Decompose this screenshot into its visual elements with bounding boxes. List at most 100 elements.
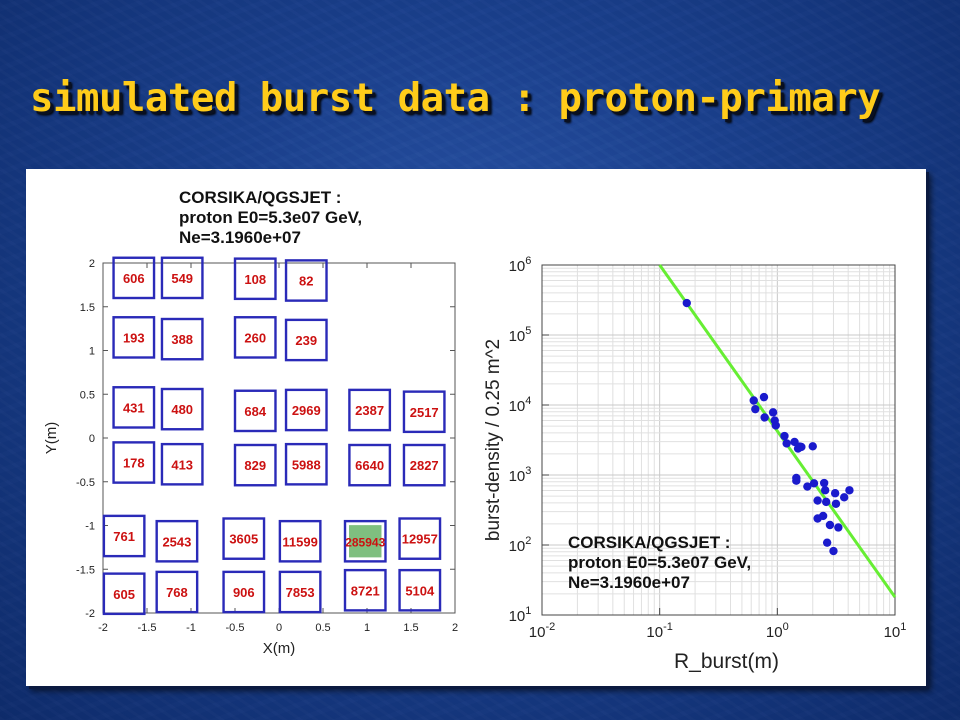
right-annotation: CORSIKA/QGSJET : proton E0=5.3e07 GeV, N… [568, 533, 751, 593]
scatter-x-axis-label: R_burst(m) [674, 650, 779, 673]
map-x-axis-label: X(m) [263, 640, 296, 657]
detector-cell-label: 768 [166, 585, 188, 600]
detector-cell [284, 259, 328, 302]
map-x-tick-label: 2 [452, 622, 458, 634]
detector-cell-label: 260 [244, 330, 266, 345]
data-point [759, 392, 769, 402]
map-y-tick-label: 1.5 [80, 302, 95, 314]
detector-cell [343, 568, 387, 612]
detector-cell [398, 517, 442, 560]
detector-cell-label: 2517 [410, 405, 439, 420]
map-y-axis-label: Y(m) [43, 422, 60, 455]
data-point [821, 497, 831, 507]
left-annotation: CORSIKA/QGSJET : proton E0=5.3e07 GeV, N… [179, 188, 362, 248]
detector-cell-label: 108 [244, 272, 266, 287]
left-annotation-line-1: CORSIKA/QGSJET : [179, 188, 342, 207]
left-annotation-line-2: proton E0=5.3e07 GeV, [179, 208, 363, 227]
data-point [834, 523, 843, 532]
map-y-tick-label: 2 [89, 258, 95, 270]
detector-cell-label: 549 [171, 271, 193, 286]
detector-cell [343, 519, 387, 563]
detector-cell-label: 8721 [351, 583, 380, 598]
data-point [809, 479, 819, 488]
detector-cell-label: 413 [171, 457, 193, 472]
data-point [825, 520, 835, 530]
detector-cell-label: 906 [233, 585, 255, 600]
data-point [768, 408, 778, 417]
map-x-tick-label: -1 [186, 622, 196, 634]
detector-cell-label: 285943 [345, 535, 385, 549]
detector-cell-label: 12957 [402, 532, 438, 547]
map-x-tick-label: 0 [276, 622, 282, 634]
detector-cell-fill [349, 525, 382, 558]
figure-panel: -2 -1.5 -1 -0.5 0 0.5 1 1.5 2 2 1.5 1 0.5 0 -0.5 -1 -1.5… [26, 169, 926, 686]
detector-cell-label: 761 [113, 529, 135, 544]
data-point [797, 442, 806, 452]
detector-cell-label: 605 [113, 587, 135, 602]
data-point [831, 499, 841, 508]
scatter-y-tick-label: 104 [509, 395, 532, 415]
map-y-tick-label: -1.5 [76, 564, 95, 576]
detector-cell-label: 82 [299, 274, 313, 289]
data-point [771, 421, 780, 430]
detector-cell [284, 388, 328, 432]
scatter-y-tick-label: 102 [509, 535, 532, 555]
left-annotation-line-3: Ne=3.1960e+07 [179, 228, 301, 247]
detector-cell [160, 387, 204, 431]
detector-cell [112, 441, 156, 484]
detector-cell-label: 431 [123, 400, 145, 415]
data-point [782, 439, 791, 448]
detector-cell [160, 317, 204, 361]
scatter-y-tick-label: 103 [509, 465, 532, 485]
scatter-y-tick-label: 105 [509, 325, 532, 345]
map-x-tick-label: -0.5 [226, 622, 245, 634]
scatter-x-tick-label: 10-2 [529, 621, 555, 641]
detector-cell [348, 388, 392, 432]
map-y-tick-label: 1 [89, 346, 95, 358]
map-x-tick-label: -2 [98, 622, 108, 634]
detector-cell-label: 239 [295, 333, 317, 348]
right-annotation-line-3: Ne=3.1960e+07 [568, 573, 690, 592]
data-point [792, 476, 801, 485]
slide-title: simulated burst data : proton-primary [30, 76, 881, 121]
data-point [760, 413, 769, 422]
detector-cell-label: 606 [123, 271, 145, 286]
detector-cell [278, 519, 322, 563]
detector-cell-label: 3605 [229, 532, 258, 547]
fit-line [658, 264, 897, 598]
detector-cell [222, 570, 266, 614]
detector-cell [155, 519, 199, 563]
data-point [780, 431, 789, 441]
detector-cell [278, 570, 322, 614]
detector-cell [233, 316, 277, 359]
detector-cell [155, 570, 199, 614]
scatter-x-tick-label: 101 [884, 621, 907, 641]
detector-cell [102, 572, 146, 616]
map-y-tick-label: -0.5 [76, 477, 95, 489]
map-x-tick-label: 1 [364, 622, 370, 634]
map-x-tick-label: -1.5 [138, 622, 157, 634]
data-point [845, 486, 854, 495]
detector-cell-label: 684 [244, 404, 266, 419]
detector-cell [233, 257, 277, 301]
detector-cell [112, 256, 156, 300]
data-point [830, 489, 840, 498]
detector-cell-label: 5104 [405, 583, 435, 598]
detector-cell [160, 256, 204, 300]
detector-cell-label: 829 [244, 458, 266, 473]
detector-cell-label: 2969 [292, 403, 321, 418]
figure-svg: -2 -1.5 -1 -0.5 0 0.5 1 1.5 2 2 1.5 1 0.5 0 -0.5 -1 -1.5… [43, 255, 907, 673]
right-annotation-line-1: CORSIKA/QGSJET : [568, 533, 731, 552]
data-point [749, 396, 758, 405]
scatter-x-tick-label: 10-1 [646, 621, 672, 641]
map-y-tick-label: 0 [89, 433, 95, 445]
detector-cell-label: 193 [123, 330, 145, 345]
map-y-tick-label: -1 [85, 521, 95, 533]
scatter-frame [541, 264, 896, 616]
detector-cell-label: 11599 [282, 534, 317, 549]
data-point [682, 298, 691, 308]
detector-cell-label: 2827 [410, 458, 439, 473]
detector-cell [112, 316, 156, 359]
data-point [819, 478, 829, 488]
detector-cell [348, 443, 392, 487]
